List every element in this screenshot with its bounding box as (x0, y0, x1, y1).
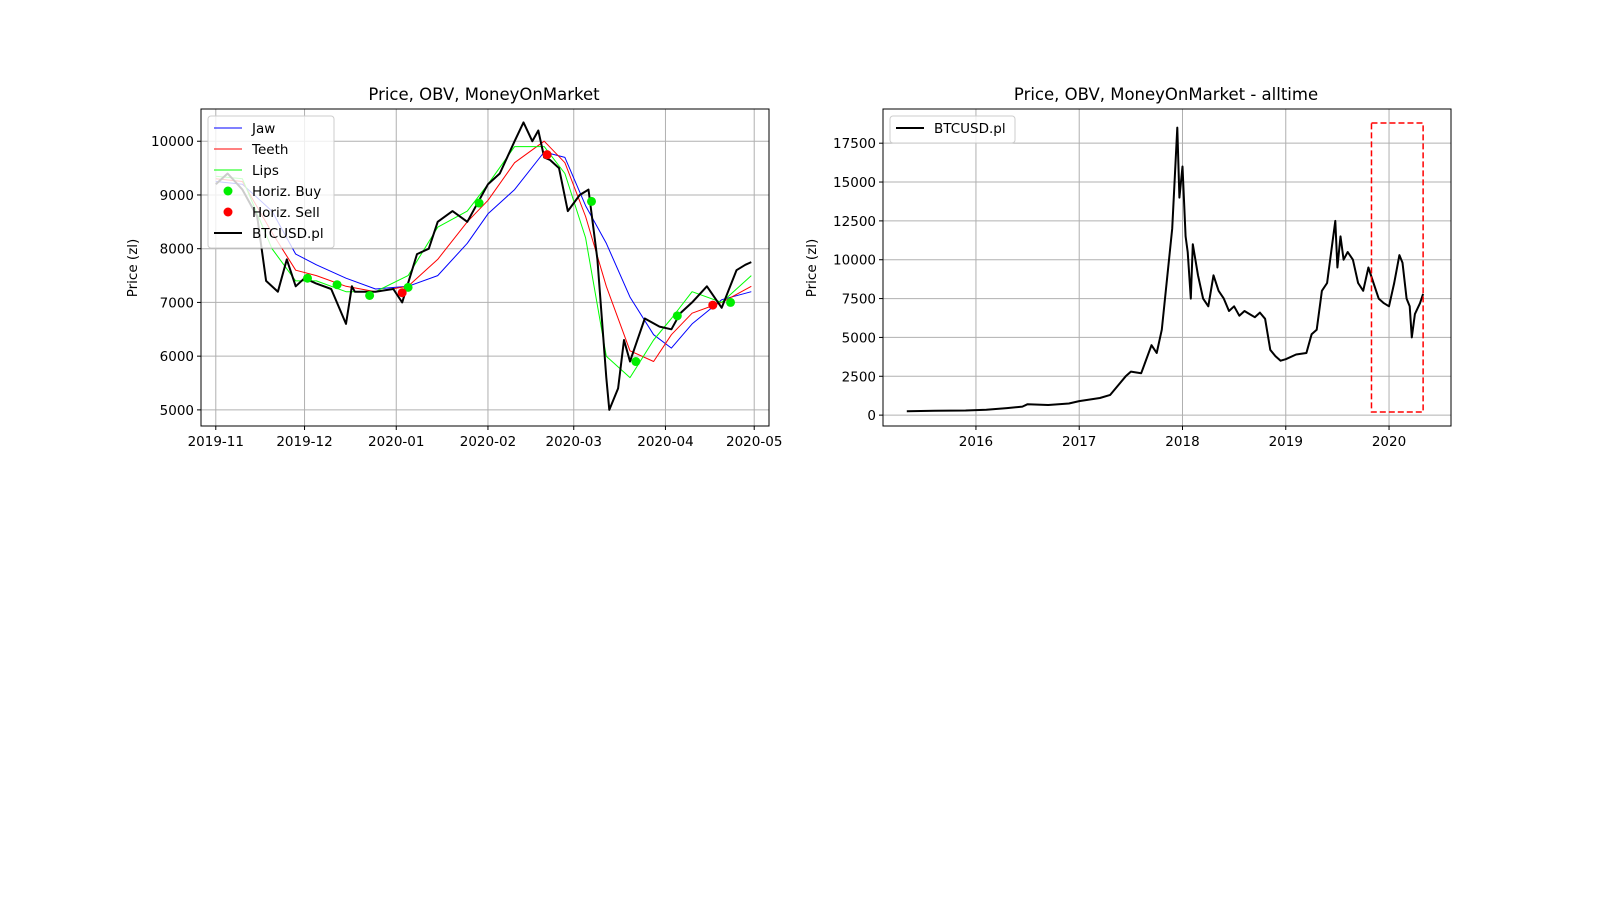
btcusd-pl-line (906, 126, 1425, 413)
legend-label: Horiz. Buy (252, 184, 321, 200)
chart-title: Price, OBV, MoneyOnMarket (368, 85, 600, 104)
legend: Jaw Teeth Lips Horiz. Buy Horiz. Sell BTCUSD.… (207, 115, 335, 249)
horiz-buy-marker (631, 357, 641, 367)
legend-label: Horiz. Sell (252, 205, 320, 221)
y-axis-label: Price (zl) (125, 239, 141, 298)
x-tick-label: 2016 (959, 434, 993, 450)
y-axis-label: Price (zl) (804, 239, 820, 298)
jaw-line (215, 151, 752, 349)
x-tick-label: 2019 (1269, 434, 1303, 450)
y-tick-label: 8000 (160, 242, 194, 258)
chart-title: Price, OBV, MoneyOnMarket - alltime (1014, 85, 1318, 104)
legend-swatch-marker (223, 207, 233, 217)
y-tick-label: 10000 (833, 253, 876, 269)
horiz-buy-marker (303, 273, 312, 283)
y-tick-label: 10000 (151, 134, 194, 150)
horiz-buy-marker (332, 280, 342, 290)
legend-label: Teeth (251, 142, 288, 158)
y-tick-label: 9000 (160, 188, 194, 204)
x-tick-label: 2019-12 (276, 434, 332, 450)
y-tick-label: 6000 (160, 349, 194, 365)
teeth-line (215, 140, 752, 362)
x-tick-label: 2017 (1062, 434, 1096, 450)
y-tick-label: 15000 (833, 175, 876, 191)
chart-short-term: Price, OBV, MoneyOnMarket Price (zl) 201… (125, 85, 782, 450)
x-tick-label: 2020-03 (546, 434, 602, 450)
y-tick-label: 17500 (833, 136, 876, 152)
grid (883, 109, 1451, 426)
axes-frame (200, 108, 770, 427)
y-tick-label: 0 (867, 408, 876, 424)
series-group (215, 121, 752, 411)
y-tick-label: 7500 (842, 292, 876, 308)
horiz-buy-marker (474, 198, 484, 208)
x-tick-label: 2020 (1372, 434, 1406, 450)
x-tick-label: 2019-11 (188, 434, 244, 450)
legend-label: Lips (252, 163, 279, 179)
x-tick-label: 2018 (1165, 434, 1199, 450)
legend-label: Jaw (251, 121, 275, 137)
axes-frame (882, 108, 1452, 427)
plot-area (215, 121, 752, 411)
legend: BTCUSD.pl (889, 115, 1016, 144)
plot-area (906, 122, 1425, 413)
legend-label: BTCUSD.pl (934, 121, 1006, 137)
x-tick-label: 2020-04 (637, 434, 693, 450)
horiz-sell-marker (542, 150, 552, 160)
horiz-buy-marker (726, 297, 736, 307)
series-group (906, 126, 1425, 413)
y-tick-label: 2500 (842, 369, 876, 385)
x-tick-label: 2020-01 (368, 434, 424, 450)
legend-frame (889, 115, 1016, 144)
highlight-box (1370, 122, 1424, 413)
legend-label: BTCUSD.pl (252, 226, 324, 242)
horiz-buy-marker (587, 196, 596, 206)
horiz-buy-marker (672, 311, 682, 321)
ticks: 2016 2017 2018 2019 2020 0 2500 5000 7500 10000 12… (833, 136, 1406, 450)
y-tick-label: 5000 (160, 403, 194, 419)
horiz-sell-marker (708, 300, 718, 310)
legend-swatch-marker (223, 186, 233, 196)
horiz-buy-marker (403, 282, 413, 292)
x-tick-label: 2020-02 (460, 434, 516, 450)
y-tick-label: 7000 (160, 295, 194, 311)
x-tick-label: 2020-05 (726, 434, 782, 450)
ticks: 2019-11 2019-12 2020-01 2020-02 2020-03 2020-… (151, 134, 782, 450)
horiz-buy-marker (365, 290, 375, 300)
horiz-sell-marker (397, 288, 407, 298)
y-tick-label: 5000 (842, 330, 876, 346)
y-tick-label: 12500 (833, 214, 876, 230)
chart-alltime: Price, OBV, MoneyOnMarket - alltime Pric… (804, 85, 1452, 450)
